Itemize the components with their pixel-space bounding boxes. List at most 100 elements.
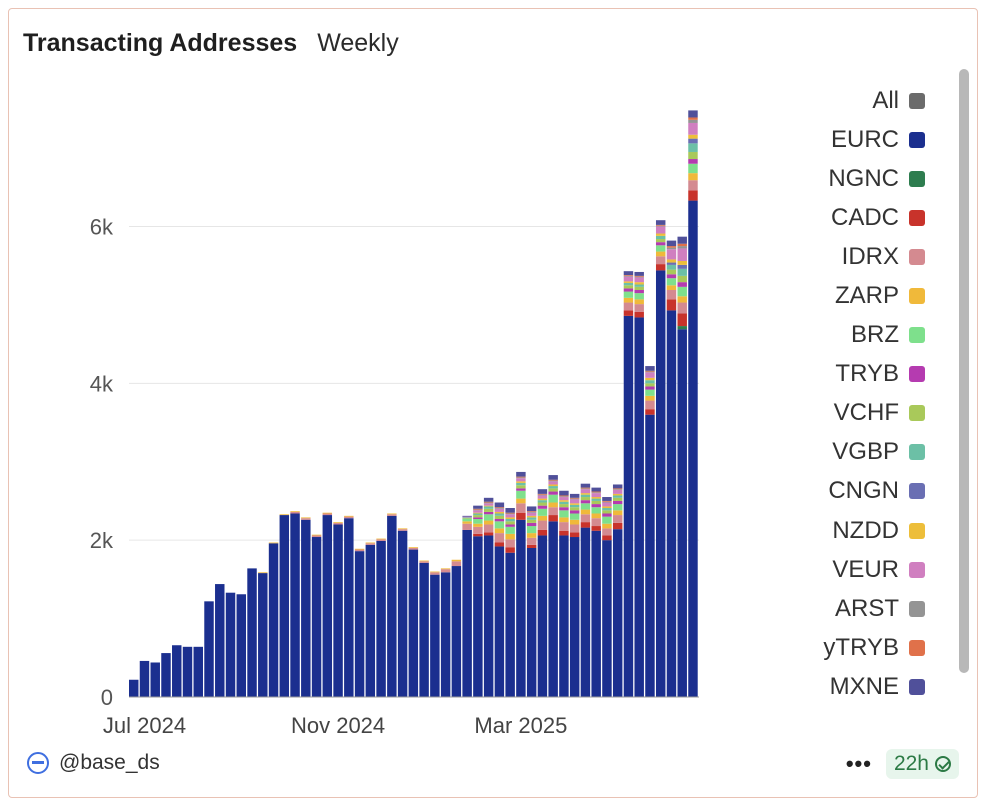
- bar-cadc: [473, 533, 483, 537]
- bar-zarp: [548, 502, 558, 508]
- bar-idrx: [602, 528, 612, 536]
- legend-item-nzdd[interactable]: NZDD: [823, 511, 925, 550]
- bar-mxne: [548, 475, 558, 480]
- bar-mxne: [559, 490, 569, 496]
- bar-ytryb: [516, 476, 526, 478]
- bar-mxne: [623, 271, 634, 276]
- bar-tryb: [623, 288, 634, 292]
- legend-label: All: [872, 86, 899, 114]
- bar-idrx: [333, 522, 343, 525]
- bar-vgbp: [666, 264, 677, 270]
- bar-eurc: [204, 601, 214, 697]
- bar-zarp: [301, 517, 311, 519]
- bar-idrx: [645, 400, 655, 410]
- verified-check-icon: [935, 756, 951, 772]
- bar-arst: [666, 247, 677, 250]
- legend-item-cadc[interactable]: CADC: [823, 198, 925, 237]
- bar-idrx: [569, 524, 580, 533]
- bar-brz: [526, 526, 537, 534]
- legend-item-cngn[interactable]: CNGN: [823, 472, 925, 511]
- bar-eurc: [333, 524, 343, 697]
- bar-mxne: [537, 489, 548, 494]
- bar-ytryb: [677, 243, 687, 247]
- bar-vgbp: [688, 143, 698, 152]
- bar-ytryb: [548, 479, 558, 481]
- legend-item-zarp[interactable]: ZARP: [823, 276, 925, 315]
- bar-idrx: [526, 537, 537, 545]
- bar-eurc: [172, 645, 182, 697]
- bar-tryb: [612, 500, 623, 505]
- bar-idrx: [634, 304, 644, 312]
- bar-cadc: [623, 310, 634, 316]
- legend-item-brz[interactable]: BRZ: [823, 316, 925, 355]
- more-options-icon[interactable]: •••: [845, 751, 872, 776]
- bar-veur: [634, 277, 644, 283]
- legend-scrollbar[interactable]: [959, 69, 969, 673]
- bar-eurc: [548, 521, 558, 697]
- legend-item-veur[interactable]: VEUR: [823, 550, 925, 589]
- bar-arst: [548, 480, 558, 482]
- bar-vchf: [634, 286, 644, 290]
- legend-swatch: [909, 600, 925, 617]
- bar-eurc: [516, 519, 526, 697]
- bar-vgbp: [591, 498, 601, 501]
- bar-vgbp: [580, 494, 591, 498]
- bar-zarp: [655, 251, 666, 257]
- bar-veur: [526, 512, 537, 516]
- bar-arst: [505, 513, 515, 515]
- bar-eurc: [247, 568, 257, 697]
- legend-item-idrx[interactable]: IDRX: [823, 237, 925, 276]
- legend-item-arst[interactable]: ARST: [823, 589, 925, 628]
- bar-brz: [483, 514, 494, 521]
- bar-idrx: [623, 302, 634, 311]
- bar-vgbp: [483, 506, 494, 509]
- legend-item-mxne[interactable]: MXNE: [823, 667, 925, 706]
- legend-item-ytryb[interactable]: yTRYB: [823, 628, 925, 667]
- bar-vgbp: [473, 513, 483, 516]
- bar-eurc: [462, 529, 472, 697]
- bar-mxne: [526, 506, 537, 512]
- bar-vchf: [623, 285, 634, 289]
- bar-vgbp: [494, 513, 505, 516]
- bar-zarp: [569, 519, 580, 525]
- bar-vgbp: [677, 268, 687, 276]
- legend-item-tryb[interactable]: TRYB: [823, 355, 925, 394]
- legend-label: ARST: [834, 594, 899, 622]
- bar-arst: [537, 494, 548, 496]
- bar-tryb: [569, 510, 580, 514]
- freshness-badge[interactable]: 22h: [885, 749, 959, 779]
- legend-item-ngnc[interactable]: NGNC: [823, 159, 925, 198]
- bar-arst: [645, 371, 655, 373]
- bar-veur: [688, 122, 698, 135]
- bar-nzdd: [634, 282, 644, 285]
- legend-swatch: [909, 248, 925, 265]
- bar-zarp: [473, 523, 483, 527]
- header: Transacting Addresses Weekly: [23, 29, 399, 58]
- bar-cngn: [677, 264, 687, 269]
- legend-item-eurc[interactable]: EURC: [823, 120, 925, 159]
- legend-label: ZARP: [834, 282, 899, 310]
- bar-idrx: [591, 518, 601, 527]
- freshness-label: 22h: [893, 752, 929, 775]
- legend-swatch: [909, 170, 925, 187]
- legend-swatch: [909, 444, 925, 461]
- bar-zarp: [677, 296, 687, 303]
- bar-ytryb: [688, 117, 698, 120]
- bar-mxne: [612, 484, 623, 489]
- bar-vchf: [505, 521, 515, 525]
- bar-nzdd: [526, 515, 537, 518]
- legend-item-vchf[interactable]: VCHF: [823, 394, 925, 433]
- bar-zarp: [612, 510, 623, 516]
- bar-vchf: [655, 239, 666, 243]
- author[interactable]: @base_ds: [27, 751, 160, 775]
- bar-eurc: [559, 535, 569, 697]
- bar-idrx: [505, 539, 515, 548]
- legend-item-vgbp[interactable]: VGBP: [823, 433, 925, 472]
- bar-cadc: [569, 532, 580, 538]
- bar-vchf: [688, 151, 698, 160]
- bar-vchf: [483, 508, 494, 512]
- bar-eurc: [430, 574, 440, 697]
- legend-swatch: [909, 639, 925, 656]
- bar-nzdd: [688, 134, 698, 139]
- legend-item-all[interactable]: All: [823, 81, 925, 120]
